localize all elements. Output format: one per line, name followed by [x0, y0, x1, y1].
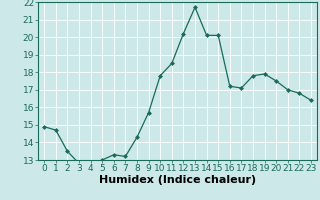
X-axis label: Humidex (Indice chaleur): Humidex (Indice chaleur) [99, 175, 256, 185]
